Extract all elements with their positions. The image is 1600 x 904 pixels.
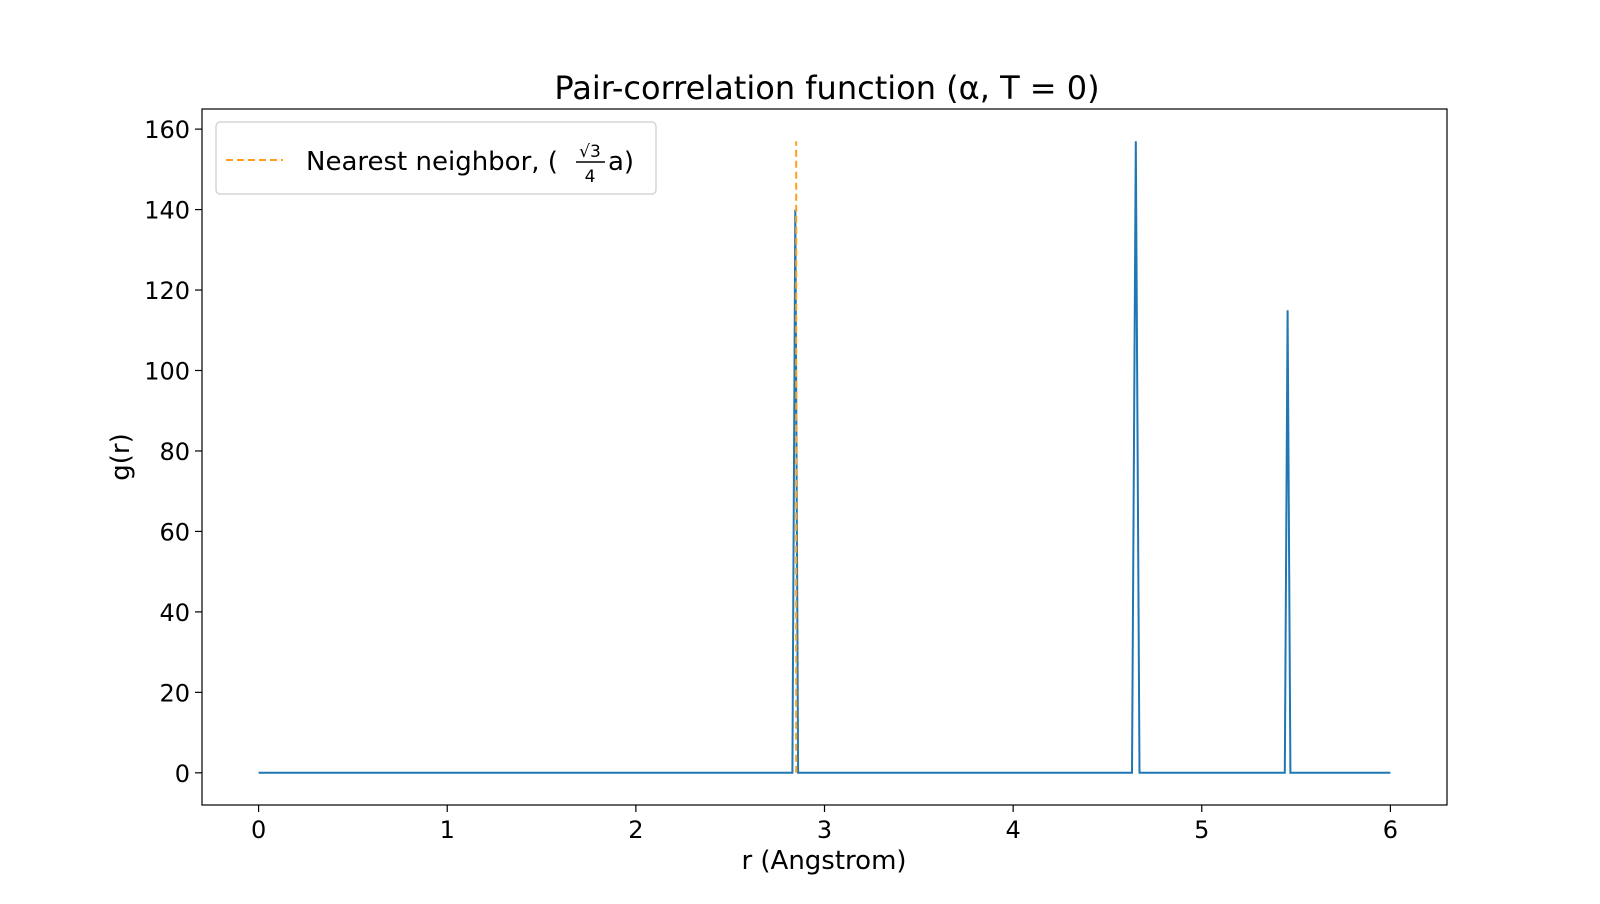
legend-label-suffix: a) bbox=[608, 147, 634, 177]
legend-fraction-denominator: 4 bbox=[585, 167, 596, 187]
x-tick-label: 5 bbox=[1194, 816, 1209, 844]
x-tick-label: 1 bbox=[440, 816, 455, 844]
y-tick-label: 160 bbox=[144, 116, 190, 144]
y-axis-label: g(r) bbox=[106, 433, 136, 480]
legend: Nearest neighbor, ( √3 4 a) bbox=[215, 121, 657, 195]
x-tick-label: 4 bbox=[1005, 816, 1020, 844]
x-tick-label: 6 bbox=[1383, 816, 1398, 844]
x-axis-ticks: 0 1 2 3 4 5 6 bbox=[251, 805, 1398, 844]
legend-fraction-numerator: √3 bbox=[579, 142, 601, 162]
y-tick-label: 40 bbox=[159, 599, 190, 627]
y-tick-label: 0 bbox=[175, 760, 190, 788]
y-tick-label: 80 bbox=[159, 438, 190, 466]
series-line-g-r bbox=[258, 141, 1391, 774]
y-tick-label: 100 bbox=[144, 358, 190, 386]
x-tick-label: 2 bbox=[628, 816, 643, 844]
series-layer bbox=[258, 141, 1391, 774]
y-tick-label: 120 bbox=[144, 277, 190, 305]
x-tick-label: 3 bbox=[817, 816, 832, 844]
legend-box bbox=[215, 121, 657, 195]
y-tick-label: 20 bbox=[159, 679, 190, 707]
x-tick-label: 0 bbox=[251, 816, 266, 844]
legend-label-nearest-neighbor: Nearest neighbor, ( bbox=[306, 147, 558, 177]
legend-label-prefix: Nearest neighbor, ( bbox=[306, 147, 558, 177]
x-axis-label: r (Angstrom) bbox=[741, 846, 906, 876]
y-tick-label: 140 bbox=[144, 197, 190, 225]
chart-title: Pair-correlation function (α, T = 0) bbox=[554, 69, 1099, 107]
y-axis-ticks: 0 20 40 60 80 100 120 140 160 bbox=[144, 116, 202, 788]
y-tick-label: 60 bbox=[159, 518, 190, 546]
axes-frame bbox=[201, 108, 1448, 806]
plot-area: 0 1 2 3 4 5 6 0 20 40 60 80 100 120 140 160 bbox=[144, 108, 1448, 844]
